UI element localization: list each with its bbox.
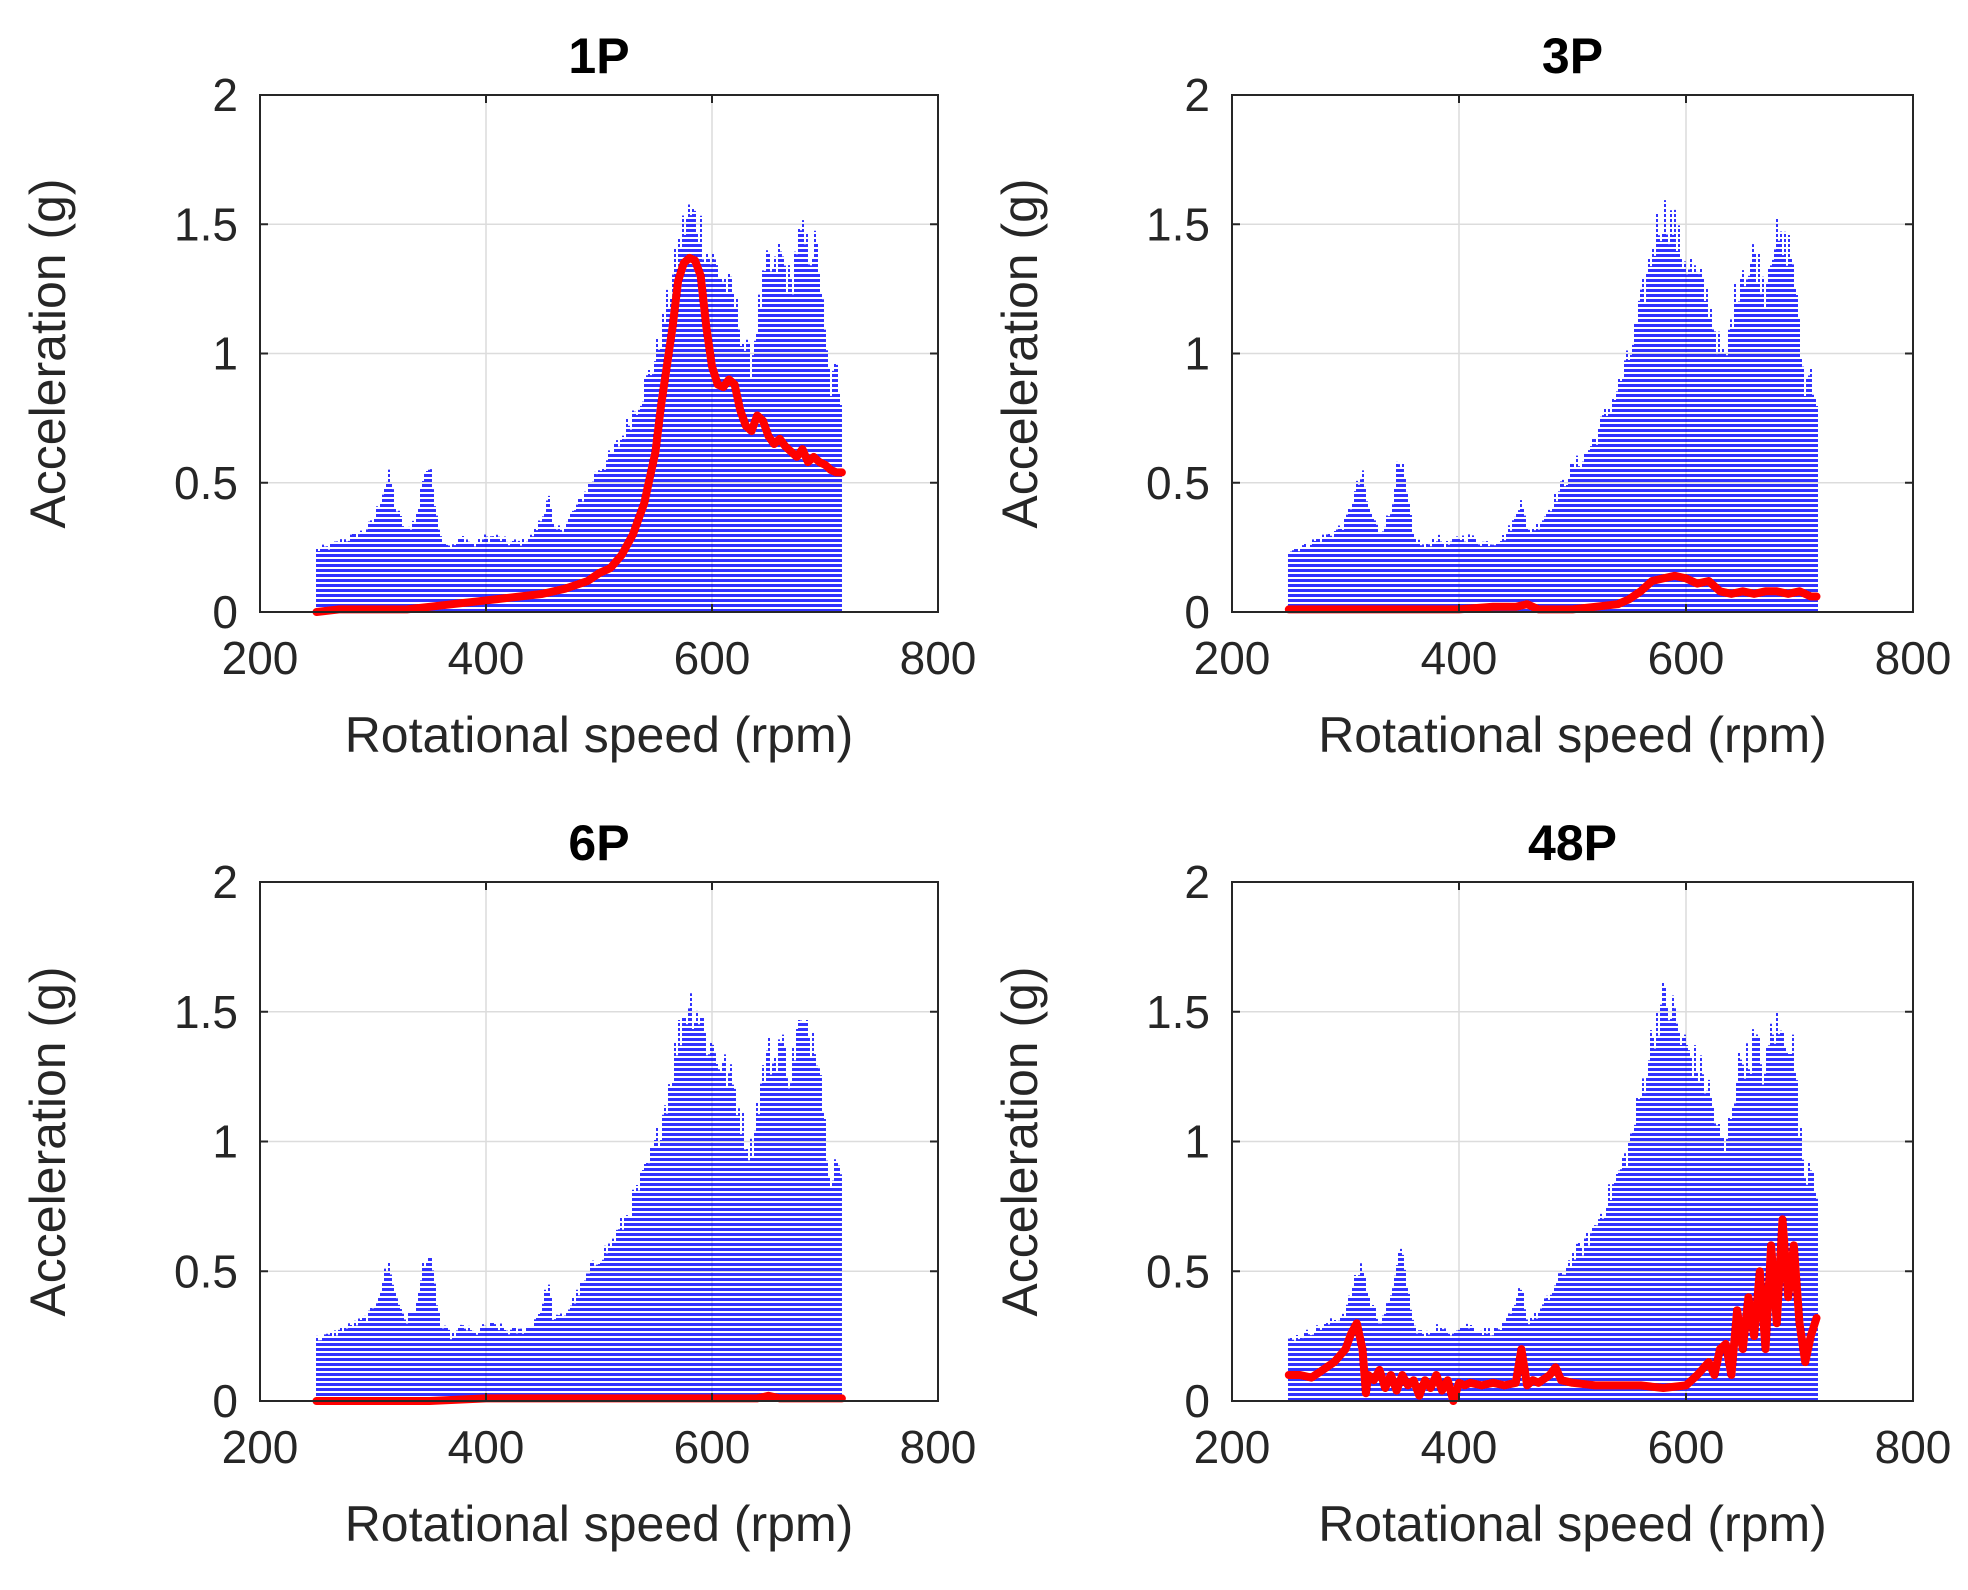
y-tick-label: 1 (1184, 328, 1210, 380)
y-tick-label: 0 (1184, 586, 1210, 638)
y-tick-label: 1.5 (1146, 986, 1210, 1038)
panel-title: 6P (568, 815, 629, 871)
panel-6p: 200 400 600 800 0 0.5 1 1.5 2 6P Rotational speed … (20, 815, 976, 1552)
y-axis-label: Acceleration (g) (20, 178, 76, 528)
y-tick-label: 1.5 (174, 198, 238, 250)
x-tick-label: 200 (1194, 632, 1271, 684)
x-tick-label: 200 (222, 632, 299, 684)
y-tick-label: 0.5 (174, 457, 238, 509)
panel-1p: 200 400 600 800 0 0.5 1 1.5 2 1P Rotational speed … (20, 28, 976, 763)
panel-title: 3P (1542, 28, 1603, 84)
x-tick-label: 800 (900, 1421, 977, 1473)
x-tick-label: 800 (900, 632, 977, 684)
x-axis-label: Rotational speed (rpm) (345, 707, 854, 763)
y-tick-label: 0 (212, 1375, 238, 1427)
y-tick-label: 0 (1184, 1375, 1210, 1427)
x-axis-label: Rotational speed (rpm) (1318, 1496, 1827, 1552)
x-tick-label: 400 (1421, 632, 1498, 684)
y-tick-label: 1.5 (1146, 198, 1210, 250)
grid (260, 95, 938, 612)
x-axis-label: Rotational speed (rpm) (345, 1496, 854, 1552)
y-tick-label: 2 (212, 856, 238, 908)
y-tick-label: 2 (212, 69, 238, 121)
x-tick-label: 400 (448, 1421, 525, 1473)
x-tick-label: 800 (1875, 1421, 1952, 1473)
x-tick-label: 800 (1875, 632, 1952, 684)
x-tick-label: 600 (1648, 632, 1725, 684)
x-tick-label: 600 (1648, 1421, 1725, 1473)
x-axis-label: Rotational speed (rpm) (1318, 707, 1827, 763)
y-tick-label: 0 (212, 586, 238, 638)
envelope-series (316, 993, 842, 1401)
y-axis-label: Acceleration (g) (992, 178, 1048, 528)
y-tick-label: 0.5 (1146, 1245, 1210, 1297)
y-tick-label: 0.5 (1146, 457, 1210, 509)
panel-3p: 200 400 600 800 0 0.5 1 1.5 2 3P Rotational speed … (992, 28, 1951, 763)
x-tick-label: 200 (222, 1421, 299, 1473)
grid (1232, 95, 1913, 612)
envelope-series (1288, 200, 1818, 612)
x-tick-label: 600 (674, 1421, 751, 1473)
y-axis-label: Acceleration (g) (20, 966, 76, 1316)
x-tick-label: 400 (448, 632, 525, 684)
y-tick-label: 1 (212, 328, 238, 380)
x-tick-label: 400 (1421, 1421, 1498, 1473)
y-tick-label: 2 (1184, 69, 1210, 121)
order-track-line (1284, 1215, 1821, 1405)
y-tick-label: 0.5 (174, 1245, 238, 1297)
order-track-line (312, 253, 846, 616)
panel-title: 48P (1528, 815, 1617, 871)
y-tick-label: 1.5 (174, 986, 238, 1038)
envelope-series (316, 204, 842, 612)
y-tick-label: 2 (1184, 856, 1210, 908)
x-tick-label: 600 (674, 632, 751, 684)
y-tick-label: 1 (1184, 1116, 1210, 1168)
panel-48p: 200 400 600 800 0 0.5 1 1.5 2 48P Rotational speed… (992, 815, 1951, 1552)
grid (260, 882, 938, 1401)
y-tick-label: 1 (212, 1116, 238, 1168)
panel-title: 1P (568, 28, 629, 84)
y-axis-label: Acceleration (g) (992, 966, 1048, 1316)
x-tick-label: 200 (1194, 1421, 1271, 1473)
order-track-line (1284, 571, 1821, 614)
